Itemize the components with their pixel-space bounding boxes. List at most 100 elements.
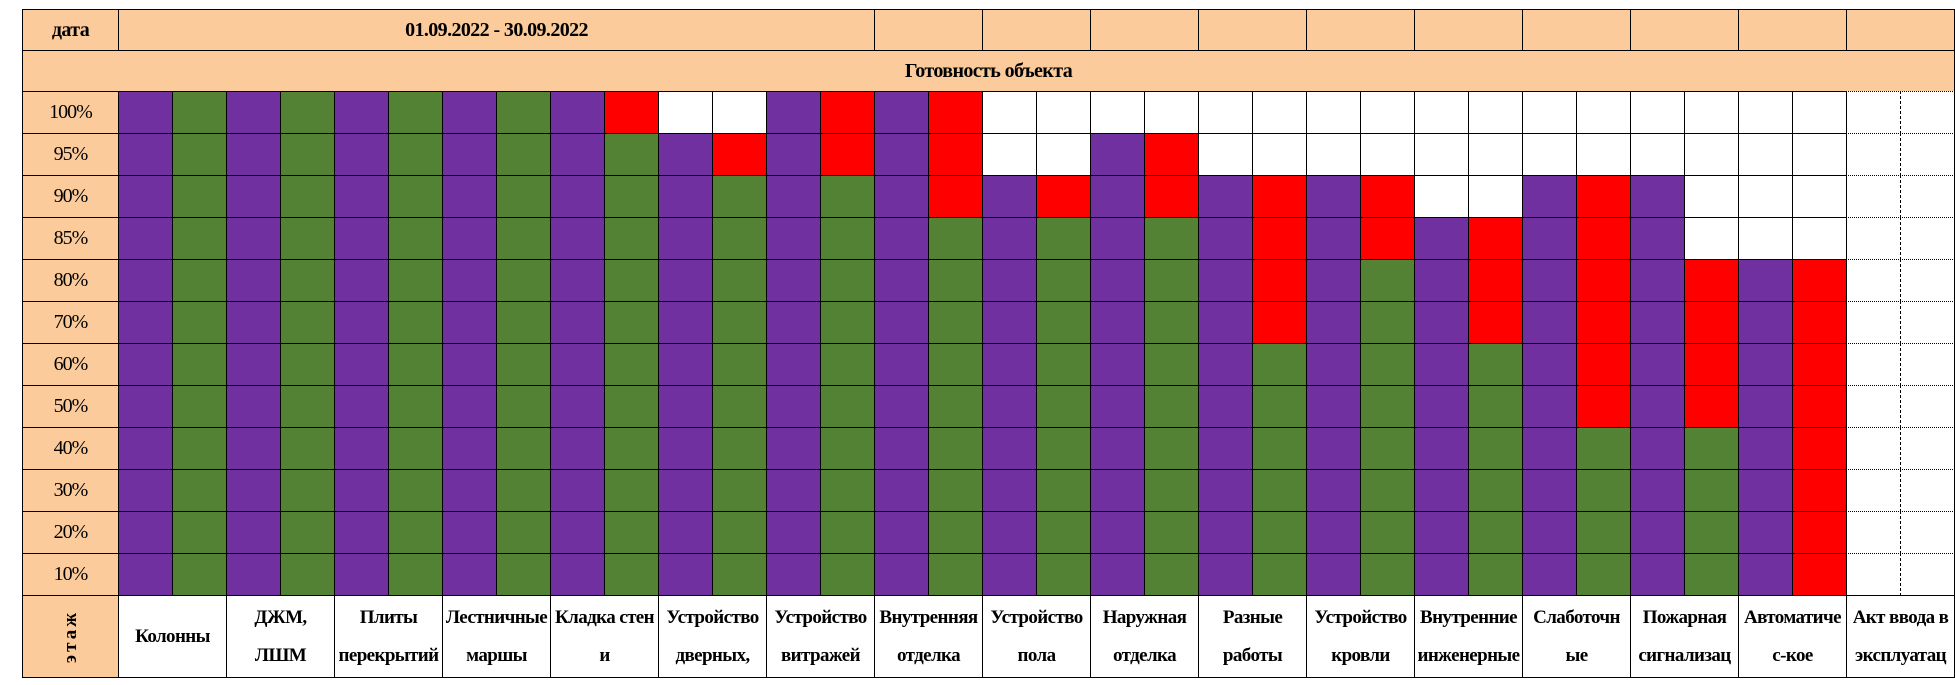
status-cell: [658, 91, 713, 134]
status-cell: [1090, 469, 1145, 512]
status-cell: [1738, 133, 1793, 176]
status-cell: [1522, 217, 1577, 260]
header-cell: [1522, 9, 1631, 51]
status-cell: [550, 427, 605, 470]
status-cell: [1900, 301, 1955, 344]
label-line: Внутренние: [1420, 606, 1518, 628]
status-cell: [604, 427, 659, 470]
status-cell: [1846, 553, 1901, 596]
status-cell: [928, 469, 983, 512]
label-line: Наружная: [1102, 606, 1187, 628]
column-label: Колонны: [118, 595, 227, 678]
status-cell: [1468, 469, 1523, 512]
status-cell: [1684, 91, 1739, 134]
status-cell: [280, 427, 335, 470]
status-cell: [280, 217, 335, 260]
status-cell: [1414, 133, 1469, 176]
status-cell: [1144, 175, 1199, 218]
status-cell: [1576, 343, 1631, 386]
status-cell: [334, 259, 389, 302]
status-cell: [1036, 259, 1091, 302]
status-cell: [496, 385, 551, 428]
status-cell: [1360, 301, 1415, 344]
status-cell: [442, 217, 497, 260]
status-cell: [928, 385, 983, 428]
status-cell: [172, 385, 227, 428]
status-cell: [1198, 511, 1253, 554]
status-cell: [334, 343, 389, 386]
status-cell: [172, 553, 227, 596]
status-cell: [1414, 91, 1469, 134]
label-line: отделка: [1113, 644, 1177, 666]
status-cell: [1684, 259, 1739, 302]
status-cell: [604, 469, 659, 512]
status-cell: [1522, 301, 1577, 344]
status-cell: [280, 133, 335, 176]
status-cell: [658, 259, 713, 302]
status-cell: [982, 553, 1037, 596]
status-cell: [1576, 91, 1631, 134]
status-cell: [928, 301, 983, 344]
status-cell: [118, 259, 173, 302]
header-cell: [1306, 9, 1415, 51]
row-label: 70%: [22, 301, 119, 344]
status-cell: [1252, 427, 1307, 470]
status-cell: [1414, 175, 1469, 218]
status-cell: [766, 175, 821, 218]
status-cell: [1900, 133, 1955, 176]
status-cell: [1522, 259, 1577, 302]
status-cell: [1198, 175, 1253, 218]
status-cell: [712, 91, 767, 134]
status-cell: [874, 217, 929, 260]
status-cell: [712, 133, 767, 176]
label-line: витражей: [781, 644, 861, 666]
label-line: Устройство: [774, 606, 867, 628]
status-cell: [658, 427, 713, 470]
label-line: эксплуатац: [1855, 644, 1947, 666]
status-cell: [496, 301, 551, 344]
header-cell: [1846, 9, 1955, 51]
status-cell: [550, 259, 605, 302]
status-cell: [1090, 553, 1145, 596]
label-line: инженерные: [1417, 644, 1520, 666]
date-label: дата: [22, 9, 119, 51]
status-cell: [496, 553, 551, 596]
status-cell: [550, 469, 605, 512]
status-cell: [982, 427, 1037, 470]
status-cell: [928, 175, 983, 218]
status-cell: [1252, 385, 1307, 428]
status-cell: [226, 553, 281, 596]
status-cell: [226, 385, 281, 428]
status-cell: [1900, 343, 1955, 386]
status-cell: [1684, 469, 1739, 512]
status-cell: [1630, 427, 1685, 470]
status-cell: [1468, 259, 1523, 302]
status-cell: [1630, 301, 1685, 344]
status-cell: [1144, 469, 1199, 512]
label-line: Разные: [1222, 606, 1283, 628]
status-cell: [496, 91, 551, 134]
status-cell: [1576, 469, 1631, 512]
status-cell: [1792, 553, 1847, 596]
status-cell: [1738, 175, 1793, 218]
status-cell: [1036, 511, 1091, 554]
status-cell: [1792, 217, 1847, 260]
status-cell: [226, 175, 281, 218]
status-cell: [1684, 511, 1739, 554]
status-cell: [172, 175, 227, 218]
status-cell: [1468, 553, 1523, 596]
status-cell: [604, 259, 659, 302]
status-cell: [1900, 511, 1955, 554]
label-line: Акт ввода в: [1852, 606, 1949, 628]
status-cell: [442, 385, 497, 428]
status-cell: [1630, 133, 1685, 176]
status-cell: [550, 553, 605, 596]
status-cell: [766, 259, 821, 302]
status-cell: [1900, 385, 1955, 428]
row-label: 20%: [22, 511, 119, 554]
status-cell: [1576, 511, 1631, 554]
status-cell: [1792, 343, 1847, 386]
status-cell: [1090, 301, 1145, 344]
status-cell: [874, 91, 929, 134]
status-cell: [1738, 217, 1793, 260]
